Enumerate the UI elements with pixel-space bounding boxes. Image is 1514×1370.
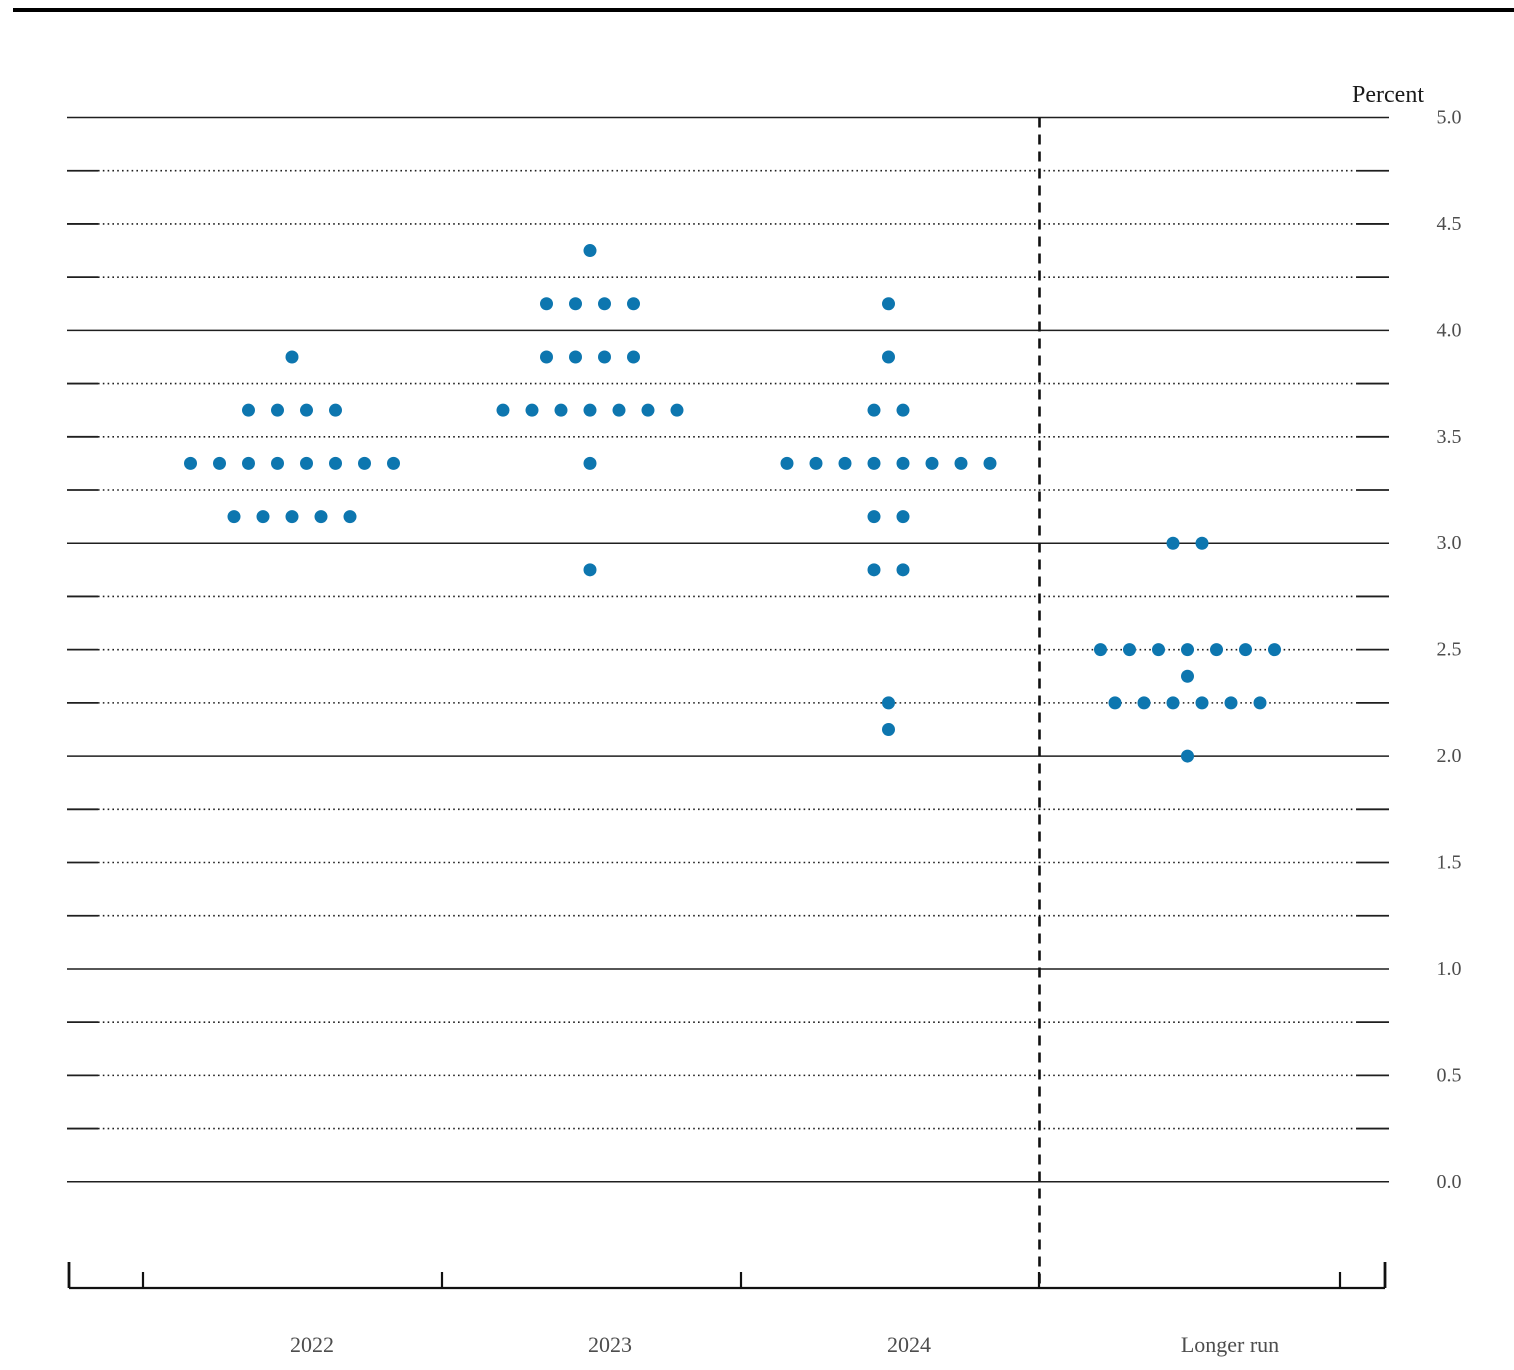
dot-longer-run-2.5: [1152, 643, 1165, 657]
category-label: Longer run: [1181, 1332, 1279, 1357]
dot-2023-4.125: [569, 297, 582, 311]
dot-longer-run-2.5: [1239, 643, 1252, 657]
dot-2023-3.875: [598, 350, 611, 364]
dot-2024-2.25: [882, 696, 895, 710]
dot-2022-3.375: [242, 456, 255, 470]
dot-2024-3.625: [867, 403, 881, 417]
dot-2023-3.875: [569, 350, 582, 364]
dot-2023-3.625: [641, 403, 655, 417]
dot-2023-4.375: [583, 244, 597, 258]
y-tick-label: 4.5: [1437, 213, 1462, 235]
dot-longer-run-3: [1166, 536, 1180, 550]
dot-longer-run-2.5: [1181, 643, 1194, 657]
dot-2024-3.125: [867, 510, 881, 524]
dot-2023-3.625: [670, 403, 684, 417]
dot-2024-3.375: [896, 456, 910, 470]
dot-2024-3.125: [896, 510, 910, 524]
dot-2024-3.375: [983, 456, 997, 470]
dot-2022-3.875: [285, 350, 299, 364]
dot-2023-3.375: [583, 456, 597, 470]
dot-2024-3.375: [809, 456, 823, 470]
dot-2023-3.625: [583, 403, 597, 417]
dot-2023-3.625: [496, 403, 510, 417]
dot-longer-run-2.5: [1123, 643, 1136, 657]
y-tick-label: 2.0: [1437, 745, 1462, 767]
dot-2022-3.625: [329, 403, 342, 417]
dot-2024-3.375: [838, 456, 852, 470]
y-tick-label: 0.5: [1437, 1064, 1462, 1086]
dot-2024-3.625: [896, 403, 910, 417]
dot-2022-3.125: [343, 510, 357, 524]
y-tick-label: 5.0: [1437, 107, 1462, 129]
y-tick-label: 4.0: [1437, 319, 1462, 341]
dot-2024-3.875: [882, 350, 895, 364]
dot-2023-3.875: [627, 350, 640, 364]
dot-longer-run-2.25: [1224, 696, 1238, 710]
dot-2022-3.375: [213, 456, 226, 470]
dot-2022-3.125: [227, 510, 241, 524]
y-tick-label: 3.0: [1437, 532, 1462, 554]
dot-2024-4.125: [882, 297, 895, 311]
dot-2024-2.875: [867, 563, 881, 577]
y-tick-label: 3.5: [1437, 426, 1462, 448]
dot-2024-3.375: [780, 456, 794, 470]
dot-longer-run-2: [1181, 749, 1194, 763]
dot-longer-run-2.25: [1137, 696, 1151, 710]
dot-2023-3.625: [554, 403, 568, 417]
dot-2022-3.375: [184, 456, 197, 470]
dot-2024-3.375: [925, 456, 939, 470]
dot-2023-4.125: [540, 297, 553, 311]
dot-2024-2.875: [896, 563, 910, 577]
dot-longer-run-2.25: [1108, 696, 1122, 710]
dot-2022-3.625: [242, 403, 255, 417]
y-tick-label: 1.0: [1437, 958, 1462, 980]
dot-longer-run-2.25: [1195, 696, 1209, 710]
dot-2023-3.875: [540, 350, 553, 364]
dot-2024-2.125: [882, 722, 895, 736]
dot-2022-3.375: [300, 456, 313, 470]
y-tick-label: 2.5: [1437, 639, 1462, 661]
dot-2022-3.625: [300, 403, 313, 417]
dot-2022-3.375: [271, 456, 284, 470]
dot-2023-3.625: [525, 403, 539, 417]
dot-longer-run-2.25: [1253, 696, 1267, 710]
dot-2022-3.375: [358, 456, 371, 470]
category-label: 2022: [290, 1332, 334, 1357]
top-border-rule: [13, 8, 1514, 12]
dot-2022-3.125: [256, 510, 270, 524]
dot-2024-3.375: [867, 456, 881, 470]
dot-2023-2.875: [583, 563, 597, 577]
dot-longer-run-2.375: [1181, 669, 1194, 683]
dot-2023-4.125: [627, 297, 640, 311]
y-tick-label: 0.0: [1437, 1171, 1462, 1193]
dot-2022-3.125: [314, 510, 328, 524]
dot-2023-4.125: [598, 297, 611, 311]
category-label: 2023: [588, 1332, 632, 1357]
y-axis-unit-label: Percent: [1352, 82, 1424, 108]
dot-longer-run-2.25: [1166, 696, 1180, 710]
y-tick-label: 1.5: [1437, 852, 1462, 874]
dot-longer-run-2.5: [1268, 643, 1281, 657]
dot-2022-3.375: [387, 456, 400, 470]
dot-longer-run-2.5: [1094, 643, 1107, 657]
dot-2022-3.125: [285, 510, 299, 524]
dot-longer-run-3: [1195, 536, 1209, 550]
dot-2022-3.625: [271, 403, 284, 417]
dot-longer-run-2.5: [1210, 643, 1223, 657]
dot-2022-3.375: [329, 456, 342, 470]
dot-2023-3.625: [612, 403, 626, 417]
category-label: 2024: [887, 1332, 931, 1357]
dot-2024-3.375: [954, 456, 968, 470]
